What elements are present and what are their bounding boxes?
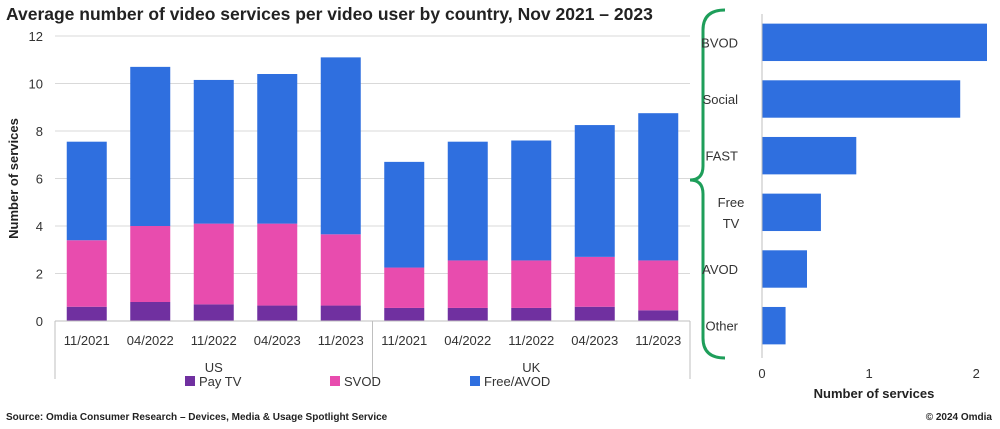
y-category-label: Free TV [718,195,745,231]
bar-segment-pay-tv [257,305,298,321]
y-tick-label: 6 [36,172,43,187]
y-category-label: Other [705,319,738,334]
y-tick-label: 10 [29,77,43,92]
hbar [762,250,807,288]
y-tick-label: 0 [36,314,43,329]
source-note: Source: Omdia Consumer Research – Device… [6,412,388,423]
bar-segment-svod [66,240,107,307]
stacked-bar-chart: 0 2 4 6 8 10 12 Number of services 11/2021 04/202… [6,29,691,389]
bar-segment-pay-tv [384,307,425,321]
bar-segment-svod [320,234,361,306]
bar-segment-pay-tv [574,306,615,321]
hbar [762,193,821,232]
bar-segment-free-avod [447,141,488,261]
bar-segment-free-avod [320,57,361,235]
label-line: TV [723,216,740,231]
copyright-note: © 2024 Omdia [925,412,992,423]
bar-segment-pay-tv [447,307,488,321]
bar-segment-svod [447,260,488,308]
legend-label: Free/AVOD [484,374,550,389]
y-category-label: FAST [705,149,738,164]
x-tick-label: 11/2021 [381,333,427,348]
legend-swatch [185,376,195,386]
group-label: UK [522,360,540,375]
bar-segment-svod [257,223,298,306]
hbar [762,136,857,175]
bar-segment-pay-tv [66,306,107,321]
bar-segment-svod [130,226,171,302]
y-tick-label: 12 [29,29,43,44]
bar-segment-free-avod [574,125,615,257]
bar-segment-svod [574,256,615,307]
chart-title: Average number of video services per vid… [6,4,653,24]
bar-segment-free-avod [638,113,679,261]
x-tick-label: 11/2021 [64,333,110,348]
bar-segment-free-avod [511,140,552,261]
x-tick-label: 11/2022 [191,333,237,348]
y-category-label: AVOD [702,262,738,277]
y-tick-label: 8 [36,124,43,139]
bar-segment-svod [193,223,234,305]
label-line: AVOD [702,262,738,277]
x-axis-title: Number of services [814,386,935,401]
label-line: FAST [705,149,738,164]
horizontal-bar-chart: BVOD Social FAST Free TV AVOD Other 0 1 2 Number o… [701,14,987,401]
bar-segment-pay-tv [638,310,679,321]
x-tick-label: 04/2023 [571,333,618,348]
label-line: Other [705,319,738,334]
legend-swatch [330,376,340,386]
bracket-path [689,8,726,360]
x-tick-label: 1 [866,366,873,381]
x-tick-label: 04/2022 [444,333,491,348]
legend-swatch [470,376,480,386]
y-tick-label: 2 [36,267,43,282]
y-category-label: BVOD [701,35,738,50]
x-tick-label: 11/2023 [318,333,364,348]
green-bracket [689,8,726,360]
x-tick-label: 04/2022 [127,333,174,348]
hbar [762,80,961,118]
group-label: US [205,360,223,375]
y-tick-label: 4 [36,219,43,234]
bar-segment-svod [511,260,552,308]
y-category-label: Social [703,92,739,107]
hbar [762,306,786,345]
label-line: Free [718,195,745,210]
bar-segment-svod [384,267,425,308]
label-line: BVOD [701,35,738,50]
hbar [762,23,987,62]
x-tick-label: 2 [973,366,980,381]
legend-label: SVOD [344,374,381,389]
bar-segment-pay-tv [130,302,171,321]
x-tick-label: 04/2023 [254,333,301,348]
bar-segment-svod [638,260,679,311]
bar-segment-free-avod [193,79,234,224]
bar-segment-pay-tv [511,307,552,321]
bar-segment-free-avod [384,161,425,268]
y-axis-title: Number of services [6,118,21,239]
bar-segment-pay-tv [320,305,361,321]
x-tick-label: 11/2023 [635,333,681,348]
bar-segment-free-avod [66,141,107,241]
x-tick-label: 11/2022 [508,333,554,348]
legend-label: Pay TV [199,374,242,389]
bar-segment-free-avod [257,74,298,224]
x-tick-label: 0 [758,366,765,381]
bar-segment-free-avod [130,66,171,226]
bar-segment-pay-tv [193,304,234,321]
label-line: Social [703,92,739,107]
